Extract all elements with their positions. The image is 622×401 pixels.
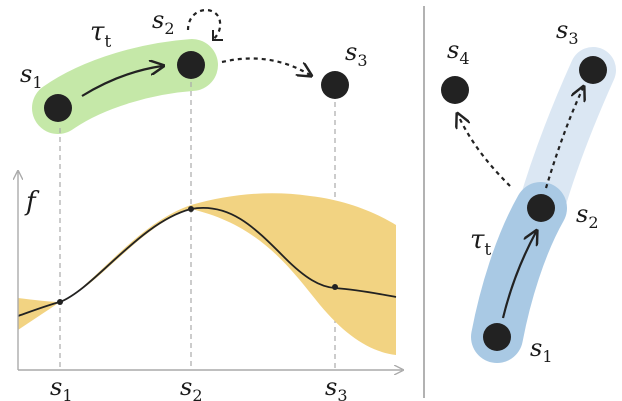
node-label-s2: s2 (152, 6, 175, 38)
self-loop-arrow (186, 8, 222, 41)
trajectory-arrow-right (501, 232, 536, 319)
node-label-s1-right: s1 (530, 334, 553, 366)
x-tick-label-s2: s2 (180, 373, 203, 401)
trajectory-band-green (32, 39, 218, 134)
observation-point-s1 (57, 299, 63, 305)
transition-arrow-s2-s3 (221, 57, 310, 75)
node-s4-right (441, 76, 469, 104)
transition-arrow-s2-s3-right (544, 88, 583, 189)
node-label-s1: s1 (20, 60, 43, 92)
x-tick-label-s1: s1 (50, 373, 73, 401)
node-label-s3-right: s3 (556, 16, 579, 48)
trajectory-label-right: τt (470, 225, 491, 260)
node-s2 (177, 51, 205, 79)
node-s3-right (579, 56, 607, 84)
observation-point-s2 (188, 206, 194, 212)
transition-arrow-s2-s4 (458, 115, 511, 187)
node-label-s3: s3 (345, 38, 368, 70)
node-s3 (321, 71, 349, 99)
x-tick-label-s3: s3 (325, 373, 348, 401)
node-label-s4-right: s4 (447, 36, 470, 68)
trajectory-arrow (81, 66, 162, 97)
node-s2-right (527, 194, 555, 222)
right-panel: s1 s2 s3 s4 τt (441, 16, 616, 366)
trajectory-label: τt (90, 17, 111, 52)
node-label-s2-right: s2 (576, 200, 599, 232)
y-axis-label: f (24, 187, 40, 217)
observation-point-s3 (332, 284, 338, 290)
self-loop-arrowhead (212, 30, 223, 41)
left-panel: s1 s2 s3 τt f s1 s2 s3 (18, 6, 402, 401)
trajectory-band-dark (471, 182, 567, 363)
node-s1-right (483, 323, 511, 351)
uncertainty-band (18, 193, 396, 355)
node-s1 (44, 94, 72, 122)
